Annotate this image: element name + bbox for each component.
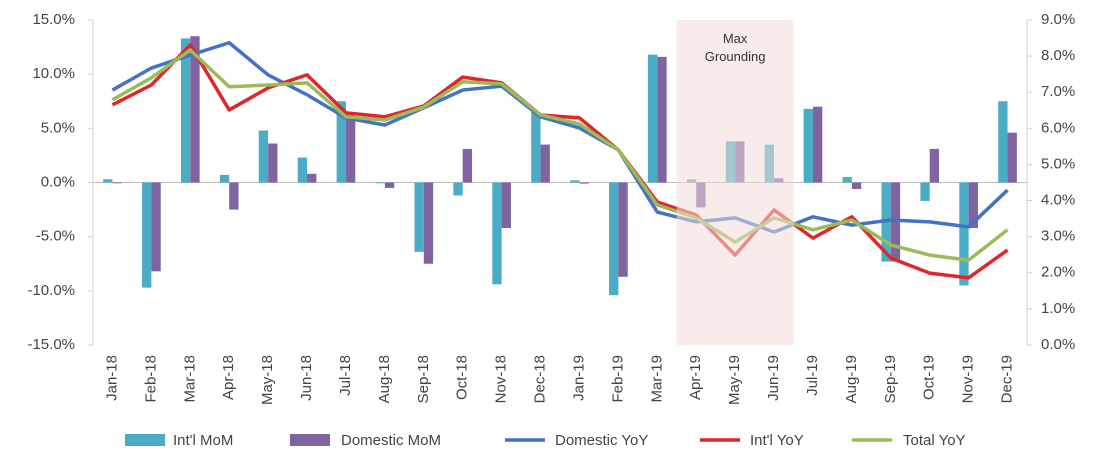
x-tick-label: Sep-18: [415, 355, 432, 403]
y2-tick-label: 0.0%: [1041, 336, 1075, 353]
bar: [297, 157, 308, 183]
bar: [462, 148, 473, 183]
bar: [570, 180, 580, 183]
x-tick-label: Oct-19: [921, 355, 938, 400]
y2-tick-label: 8.0%: [1041, 47, 1075, 64]
y2-tick-label: 2.0%: [1041, 264, 1075, 281]
y2-tick-label: 1.0%: [1041, 300, 1075, 317]
x-tick-label: Nov-19: [960, 355, 977, 403]
bar: [375, 182, 385, 184]
bar: [1007, 132, 1017, 183]
y2-tick-label: 6.0%: [1041, 119, 1075, 136]
bar: [307, 173, 317, 183]
bar: [968, 182, 978, 228]
y2-tick-label: 5.0%: [1041, 155, 1075, 172]
bar: [180, 38, 191, 183]
x-tick-label: Aug-19: [843, 355, 860, 403]
x-tick-label: Apr-18: [220, 355, 237, 400]
bar: [929, 148, 940, 183]
x-tick-label: Dec-19: [999, 355, 1016, 403]
y-tick-label: -10.0%: [27, 282, 75, 299]
x-tick-label: Feb-19: [609, 355, 626, 403]
bar: [414, 182, 424, 252]
bar: [423, 182, 434, 264]
bar: [103, 179, 113, 183]
legend-swatch: [290, 434, 330, 446]
legend-label: Int'l MoM: [173, 432, 233, 449]
y-tick-label: 10.0%: [32, 65, 75, 82]
x-tick-label: Jan-18: [103, 355, 120, 401]
bar: [540, 144, 550, 183]
y-tick-label: 0.0%: [41, 173, 75, 190]
bar: [268, 143, 278, 183]
line: [111, 48, 1009, 262]
legend-label: Domestic MoM: [341, 432, 441, 449]
bar: [647, 54, 658, 183]
bar: [890, 182, 901, 262]
x-tick-label: Jul-18: [337, 355, 354, 396]
x-tick-label: Jun-18: [298, 355, 315, 401]
x-tick-label: Sep-19: [882, 355, 899, 403]
y2-tick-label: 4.0%: [1041, 192, 1075, 209]
y2-tick-label: 3.0%: [1041, 228, 1075, 245]
y-tick-label: -15.0%: [27, 336, 75, 353]
line: [111, 41, 1009, 234]
x-tick-label: Jan-19: [570, 355, 587, 401]
x-tick-label: Mar-19: [648, 355, 665, 403]
y2-tick-label: 9.0%: [1041, 11, 1075, 28]
bar: [531, 112, 541, 183]
x-tick-label: Jun-19: [765, 355, 782, 401]
y-tick-label: 15.0%: [32, 11, 75, 28]
legend-label: Total YoY: [903, 432, 966, 449]
x-tick-label: May-19: [726, 355, 743, 405]
bar: [609, 182, 619, 296]
shaded-region: [676, 20, 794, 345]
bar: [453, 182, 463, 196]
bar: [142, 182, 152, 288]
legend-label: Domestic YoY: [555, 432, 648, 449]
bar: [501, 182, 511, 228]
bar: [579, 182, 589, 184]
y-tick-label: 5.0%: [41, 119, 75, 136]
x-tick-label: Jul-19: [804, 355, 821, 396]
bar: [229, 182, 239, 210]
x-tick-label: Feb-18: [142, 355, 159, 403]
bar: [151, 182, 161, 272]
line: [111, 43, 1009, 280]
x-tick-label: Nov-18: [493, 355, 510, 403]
bar: [492, 182, 502, 285]
bar: [998, 101, 1008, 183]
bar: [384, 182, 395, 188]
bar: [112, 182, 122, 184]
x-tick-label: Dec-18: [532, 355, 549, 403]
bar: [258, 130, 269, 183]
x-tick-label: May-18: [259, 355, 276, 405]
bar: [219, 174, 230, 183]
bar: [190, 36, 200, 183]
bar: [336, 101, 346, 183]
x-tick-label: Apr-19: [687, 355, 704, 400]
bar: [842, 177, 852, 183]
y-tick-label: -5.0%: [36, 228, 75, 245]
x-tick-label: Mar-18: [181, 355, 198, 403]
bar: [920, 182, 930, 201]
bar: [812, 106, 823, 183]
x-tick-label: Aug-18: [376, 355, 393, 403]
annotation: Max Grounding: [704, 31, 766, 64]
legend-label: Int'l YoY: [750, 432, 804, 449]
bar: [851, 182, 862, 189]
x-tick-label: Oct-18: [454, 355, 471, 400]
bar: [959, 182, 969, 286]
bar: [657, 56, 667, 183]
bar: [803, 108, 813, 183]
legend-swatch: [125, 434, 165, 446]
y2-tick-label: 7.0%: [1041, 83, 1075, 100]
bar: [618, 182, 628, 277]
bar: [345, 114, 356, 183]
